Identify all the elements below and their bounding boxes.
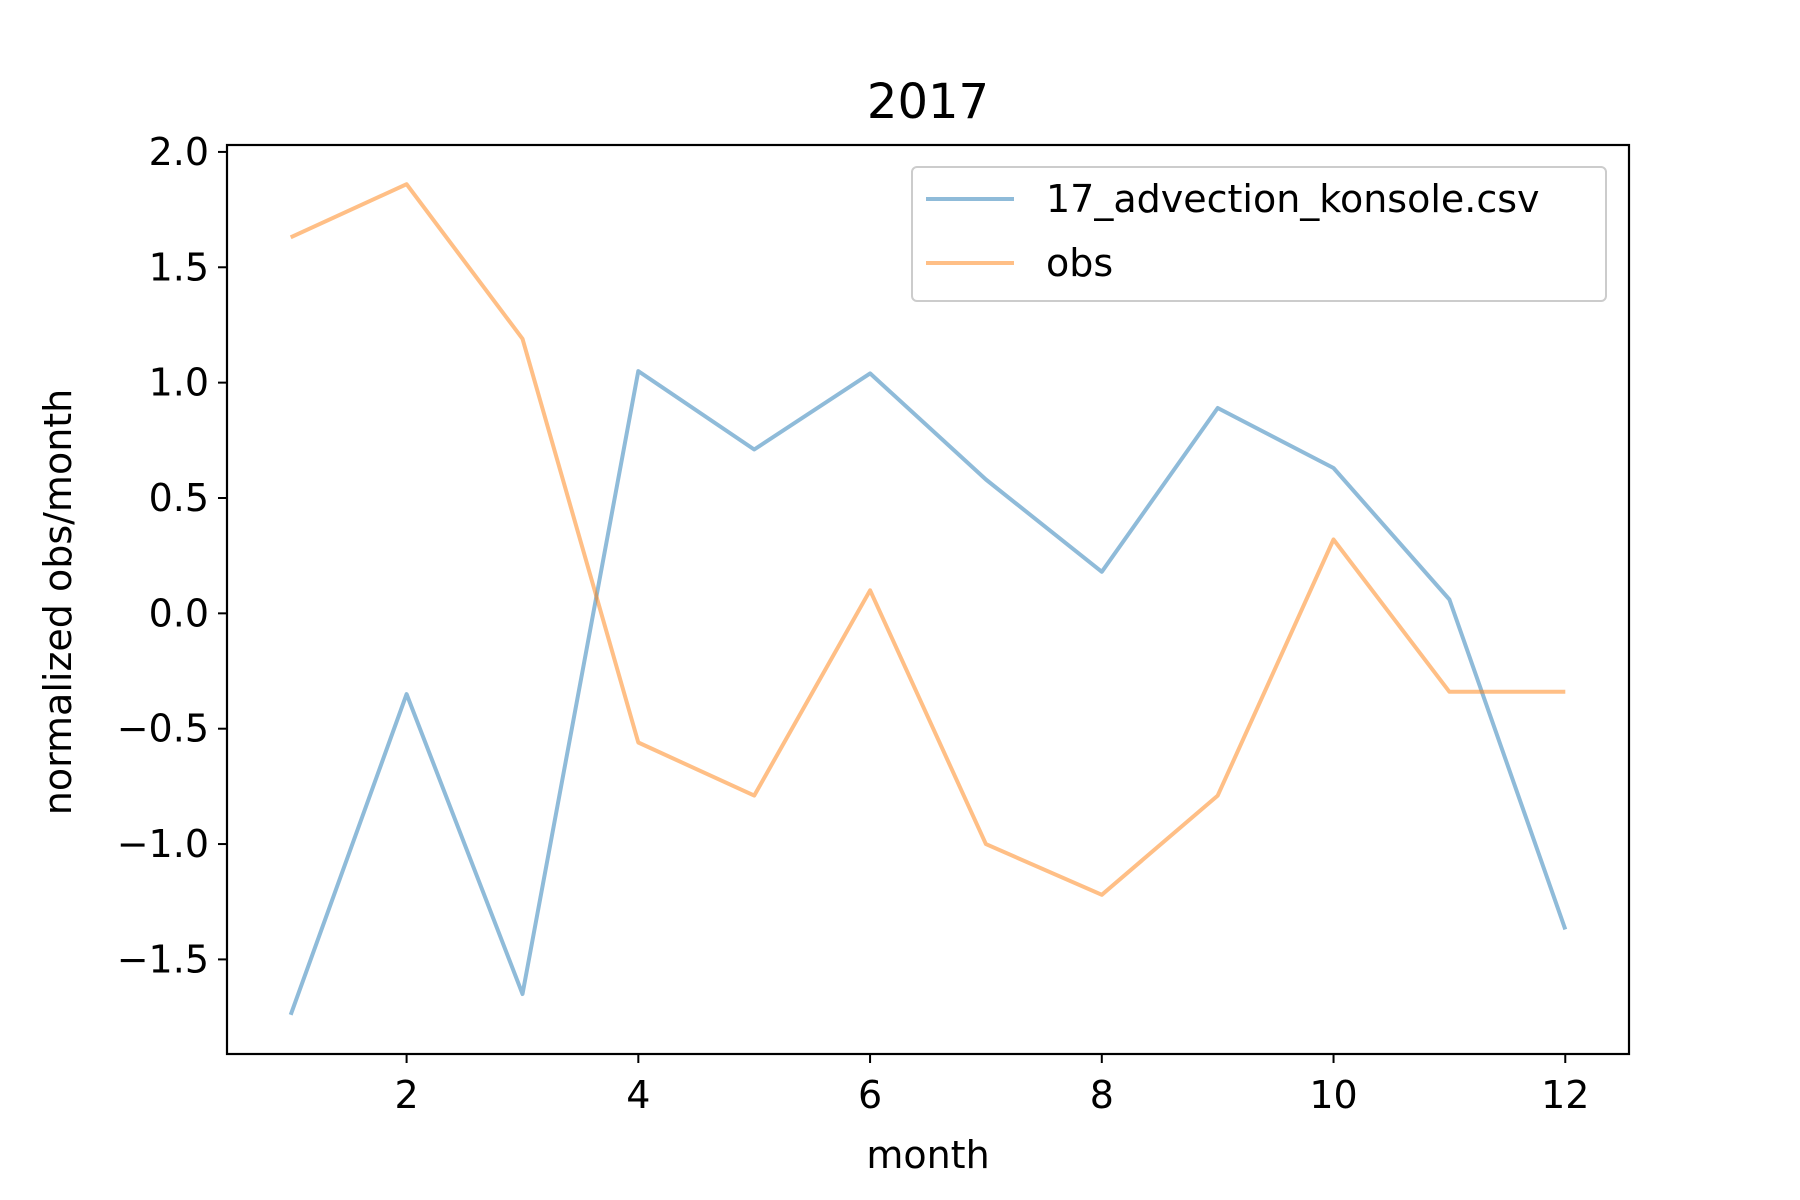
y-tick-label: −0.5 xyxy=(117,707,209,751)
y-tick-label: 1.0 xyxy=(149,361,209,405)
series-line-1 xyxy=(289,182,1566,897)
x-tick-label: 10 xyxy=(1309,1073,1357,1117)
y-axis: −1.5 −1.0 −0.5 0.0 0.5 1.0 1.5 2.0 xyxy=(117,130,227,981)
x-tick-label: 4 xyxy=(626,1073,650,1117)
legend-label: 17_advection_konsole.csv xyxy=(1046,177,1540,221)
y-tick-label: 0.0 xyxy=(149,591,209,635)
x-tick-label: 12 xyxy=(1541,1073,1589,1117)
chart-title: 2017 xyxy=(867,74,989,130)
y-tick-label: 2.0 xyxy=(149,130,209,174)
legend-label: obs xyxy=(1046,241,1113,285)
plot-frame xyxy=(225,143,1631,1056)
x-axis-label: month xyxy=(866,1133,989,1177)
plot-area xyxy=(225,143,1631,1056)
y-tick-label: −1.5 xyxy=(117,937,209,981)
y-tick-label: 1.5 xyxy=(149,245,209,289)
legend-box xyxy=(911,166,1607,302)
x-tick-label: 8 xyxy=(1090,1073,1114,1117)
y-tick-label: −1.0 xyxy=(117,822,209,866)
x-axis: 2 4 6 8 10 12 xyxy=(395,1054,1589,1117)
series-line-0 xyxy=(288,369,1568,1016)
y-axis-label: normalized obs/month xyxy=(36,389,80,816)
x-tick-label: 2 xyxy=(395,1073,419,1117)
x-tick-label: 6 xyxy=(858,1073,882,1117)
y-tick-label: 0.5 xyxy=(149,476,209,520)
